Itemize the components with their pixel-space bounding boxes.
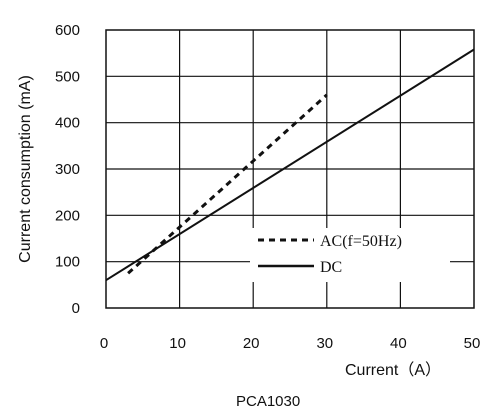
x-tick-label: 0 [100, 335, 108, 352]
x-tick-labels: 0 10 20 30 40 50 [100, 335, 481, 352]
x-tick-label: 20 [243, 335, 260, 352]
series-layer [105, 48, 475, 282]
x-axis-title: Current（A） [345, 361, 441, 379]
x-tick-label: 10 [169, 335, 186, 352]
x-tick-label: 30 [316, 335, 333, 352]
y-tick-label: 200 [55, 207, 80, 224]
y-tick-label: 600 [55, 22, 80, 39]
y-tick-label: 0 [72, 300, 80, 317]
y-tick-label: 400 [55, 115, 80, 132]
legend-box [250, 228, 450, 282]
series-ac-line [127, 93, 328, 275]
y-tick-label: 300 [55, 161, 80, 178]
x-tick-label: 50 [464, 335, 481, 352]
legend: AC(f=50Hz) DC [250, 228, 450, 282]
y-axis-title: Current consumption (mA) [17, 75, 34, 263]
chart-caption: PCA1030 [236, 393, 300, 410]
legend-dc-label: DC [320, 259, 342, 276]
plot-frame [105, 29, 475, 309]
y-tick-label: 500 [55, 68, 80, 85]
x-tick-label: 40 [390, 335, 407, 352]
legend-ac-label: AC(f=50Hz) [320, 233, 402, 250]
y-tick-labels: 0 100 200 300 400 500 600 [55, 22, 80, 317]
y-tick-label: 100 [55, 254, 80, 271]
series-dc-line [105, 48, 475, 282]
